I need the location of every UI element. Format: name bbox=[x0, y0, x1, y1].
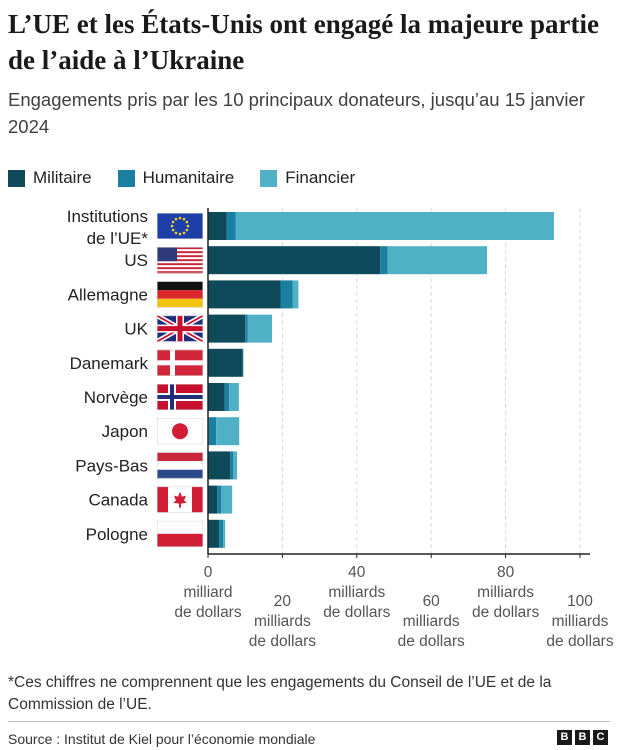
chart-title: L’UE et les États-Unis ont engagé la maj… bbox=[8, 9, 599, 75]
bar-humanitaire bbox=[219, 519, 224, 548]
legend-label-militaire: Militaire bbox=[33, 168, 92, 187]
bar-militaire bbox=[208, 280, 281, 309]
logo-letter: B bbox=[575, 730, 590, 745]
bar-humanitaire bbox=[230, 451, 234, 480]
category-label: Pologne bbox=[86, 525, 148, 544]
bar-militaire bbox=[208, 314, 246, 343]
flag-no-icon bbox=[157, 384, 203, 410]
chart-subtitle: Engagements pris par les 10 principaux d… bbox=[8, 89, 585, 137]
category-label: Norvège bbox=[84, 388, 148, 407]
x-tick-label: 80 milliards de dollars bbox=[472, 564, 539, 621]
bar-financier bbox=[292, 280, 299, 309]
bar-militaire bbox=[208, 383, 225, 411]
flag-uk-icon bbox=[155, 313, 205, 344]
legend-label-humanitaire: Humanitaire bbox=[142, 168, 235, 187]
footnote: *Ces chiffres ne comprennent que les eng… bbox=[8, 674, 552, 713]
flag-de-icon bbox=[157, 281, 203, 308]
bar-humanitaire bbox=[242, 348, 244, 377]
legend: Militaire Humanitaire Financier bbox=[8, 166, 381, 190]
category-label: Canada bbox=[88, 491, 148, 510]
flag-nl-icon bbox=[157, 452, 203, 479]
x-tick-label: 60 milliards de dollars bbox=[398, 593, 465, 650]
logo-letter: C bbox=[593, 730, 608, 745]
category-label: UK bbox=[124, 320, 148, 339]
flag-pl-icon bbox=[157, 520, 203, 547]
category-label: Institutions de l’UE* bbox=[67, 207, 149, 248]
x-tick-label: 0 milliard de dollars bbox=[174, 564, 241, 621]
flag-ca-icon bbox=[157, 486, 203, 513]
category-label: US bbox=[124, 251, 148, 270]
legend-label-financier: Financier bbox=[285, 168, 356, 187]
bar-militaire bbox=[208, 212, 227, 240]
flag-dk-icon bbox=[157, 349, 203, 376]
bar-militaire bbox=[208, 246, 381, 275]
bar-financier bbox=[221, 485, 233, 514]
legend-item-militaire: Militaire bbox=[8, 168, 92, 188]
source-note: Source : Institut de Kiel pour l’économi… bbox=[8, 731, 316, 747]
bar-financier bbox=[235, 212, 554, 240]
bar-financier bbox=[216, 417, 240, 446]
legend-item-financier: Financier bbox=[260, 168, 355, 188]
bar-financier bbox=[387, 246, 487, 275]
category-label: Pays-Bas bbox=[75, 456, 148, 475]
bar-humanitaire bbox=[226, 212, 236, 240]
legend-swatch-militaire bbox=[8, 169, 25, 187]
bar-humanitaire bbox=[280, 280, 293, 309]
category-label: Danemark bbox=[70, 354, 149, 373]
bar-militaire bbox=[208, 519, 220, 548]
bar-chart: Institutions de l’UE* US Allemagne UK Danemar… bbox=[67, 207, 614, 650]
x-tick-label: 40 milliards de dollars bbox=[323, 564, 390, 621]
flag-us-icon bbox=[157, 247, 203, 274]
bar-financier bbox=[223, 519, 226, 548]
bar-financier bbox=[229, 383, 239, 411]
legend-swatch-humanitaire bbox=[117, 169, 135, 187]
x-tick-label: 100 milliards de dollars bbox=[546, 593, 613, 650]
legend-swatch-financier bbox=[260, 169, 278, 187]
bbc-logo: B B C bbox=[554, 730, 608, 745]
category-label: Japon bbox=[102, 422, 148, 441]
bar-militaire bbox=[208, 348, 243, 377]
bar-humanitaire bbox=[224, 383, 230, 411]
x-tick-label: 20 milliards de dollars bbox=[249, 593, 316, 650]
bar-financier bbox=[247, 314, 272, 343]
logo-letter: B bbox=[557, 730, 572, 745]
flag-eu-icon bbox=[157, 213, 203, 239]
bar-humanitaire bbox=[380, 246, 388, 275]
bar-militaire bbox=[208, 451, 231, 480]
bar-humanitaire bbox=[208, 417, 217, 446]
bar-financier bbox=[233, 451, 238, 480]
footer-divider bbox=[8, 721, 610, 722]
category-label: Allemagne bbox=[68, 285, 148, 304]
bar-humanitaire bbox=[217, 485, 222, 514]
bar-humanitaire bbox=[245, 314, 248, 343]
flag-jp-icon bbox=[157, 418, 203, 445]
bar-militaire bbox=[208, 485, 218, 514]
legend-item-humanitaire: Humanitaire bbox=[117, 168, 235, 188]
